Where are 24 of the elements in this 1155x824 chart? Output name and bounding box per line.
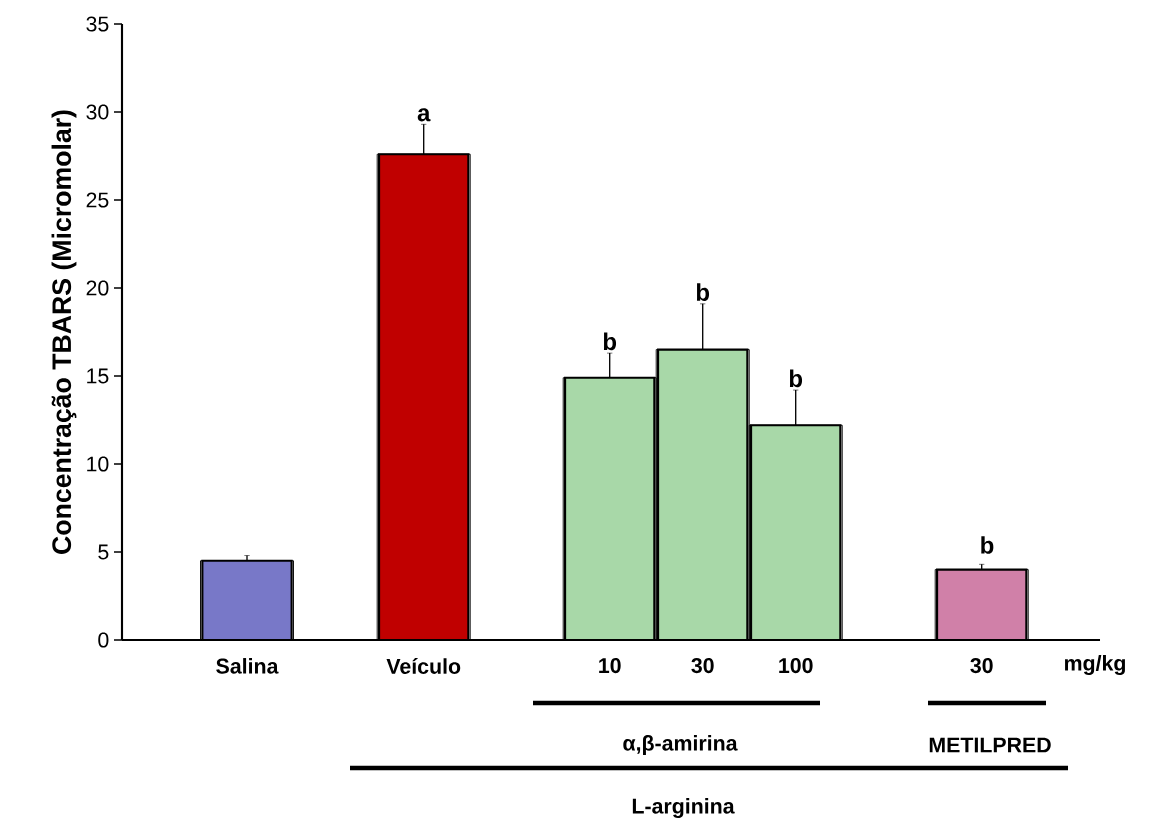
x-tick-label: Veículo	[386, 658, 461, 674]
annotation: a	[417, 108, 431, 122]
y-tick-label: 35	[86, 16, 109, 32]
y-tick-label: 20	[86, 280, 109, 296]
text: L-arginina	[632, 798, 735, 818]
x-tick-label: 10	[599, 658, 621, 674]
text: mg/kg	[1065, 655, 1125, 675]
text: α,β-amirina	[623, 735, 738, 755]
y-tick-label: 10	[87, 456, 109, 472]
annotation: b	[603, 332, 617, 351]
x-tick-label: 30	[970, 658, 993, 674]
y-axis-title: Concentração TBARS (Micromolar)	[51, 110, 77, 554]
y-tick-label: 15	[87, 368, 109, 384]
text: METILPRED	[929, 737, 1051, 753]
x-tick-label: 30	[691, 658, 714, 674]
annotation: b	[696, 283, 710, 301]
y-tick-label: 25	[86, 192, 109, 208]
x-tick-label: 100	[779, 658, 813, 674]
y-tick-label: 30	[86, 104, 109, 120]
y-tick-label: 0	[98, 632, 109, 648]
annotation: b	[981, 536, 994, 554]
x-tick-label: Salina	[216, 658, 279, 674]
y-tick-label: 5	[98, 544, 109, 560]
annotation: b	[789, 369, 803, 388]
